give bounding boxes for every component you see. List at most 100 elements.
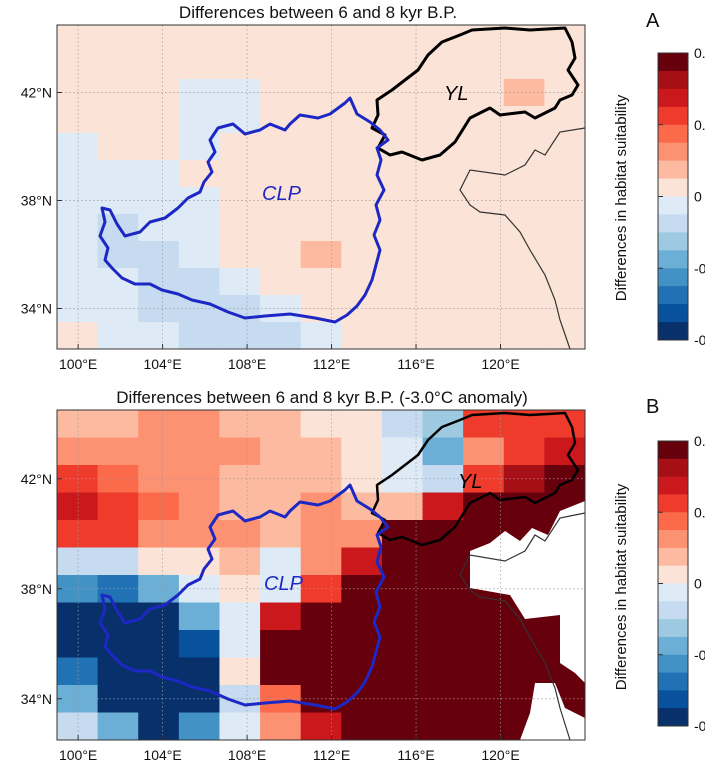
panel-a-cell [219,214,261,242]
panel-a-cell [503,133,545,161]
panel-b-cell [97,492,139,521]
panel-a-cell [300,322,342,349]
panel-a-cell [57,133,99,161]
panel-a-colorbar-swatch [658,214,688,233]
panel-a-colorbar-swatch [658,88,688,108]
panel-b-x-tick-label: 104°E [143,747,181,763]
panel-b-cell [57,657,99,686]
panel-a-cell [57,160,99,188]
panel-b-white-gaps [470,501,585,740]
panel-b-cell [178,492,221,521]
panel-b-cell [422,712,464,740]
panel-a-cell [178,106,221,134]
panel-a-cell [503,52,545,80]
panel-b-cell [138,547,180,576]
panel-b-cell [219,437,261,466]
panel-a-cell [300,241,342,269]
panel-b-cell [422,410,464,439]
panel-b-cell [260,437,302,466]
panel-a-clp-boundary [98,96,390,324]
panel-a-colorbar-swatch [658,142,688,162]
panel-b-cell [178,630,221,659]
panel-a-cell [544,160,585,188]
panel-a-x-tick-label: 112°E [313,356,350,372]
panel-b-x-tick-label: 116°E [397,747,434,763]
panel-b-cell [219,520,261,549]
panel-a-cell [178,160,221,188]
panel-a-cell [138,52,180,80]
panel-b-title: Differences between 6 and 8 kyr B.P. (-3… [116,388,528,407]
panel-b-cell [219,602,261,631]
panel-b-cell [300,657,342,686]
panel-b-colorbar-swatch [658,441,688,460]
panel-b-x-tick-label: 112°E [313,747,350,763]
panel-b-colorbar-swatch [658,601,688,620]
panel-b-cell [57,602,99,631]
panel-b-cell [503,657,545,686]
panel-b-cell [97,437,139,466]
panel-b-cell [422,630,464,659]
panel-a-cell [463,322,505,349]
panel-a-cell [300,52,342,80]
panel-b-grid [57,410,585,740]
panel-b-chart: Differences between 6 and 8 kyr B.P. (-3… [21,388,705,763]
panel-b-x-ticks: 100°E 104°E 108°E 112°E 116°E 120°E [59,735,520,763]
panel-a-cell [260,160,302,188]
panel-a-cell [463,133,505,161]
panel-b-colorbar-tick-label: -0.2 [694,718,705,734]
panel-b-cell [300,630,342,659]
panel-a: Differences between 6 and 8 kyr B.P. CLP… [0,0,705,382]
panel-a-cell [503,160,545,188]
panel-a-cell [422,25,464,53]
panel-b-cell [381,410,424,439]
panel-b-cell [57,712,99,740]
panel-a-cell [341,25,383,53]
panel-a-colorbar-ticks: 0.2 0.1 0 -0.1 -0.2 [658,45,705,348]
panel-a-cell [178,52,221,80]
panel-b-cell [260,657,302,686]
panel-b-cell [300,712,342,740]
panel-a-grid [57,25,585,349]
panel-a-colorbar-swatch [658,106,688,126]
panel-b-cell [463,630,505,659]
panel-a-cell [97,241,139,269]
panel-b-yl-label: YL [458,471,482,493]
panel-a-x-tick-label: 116°E [397,356,434,372]
panel-b-cell [381,547,424,576]
panel-b-cell [381,437,424,466]
panel-b-cell [422,547,464,576]
panel-a-cell [138,241,180,269]
panel-a-cell [219,322,261,349]
panel-b-colorbar-label: Differences in habitat suitability [613,483,630,690]
panel-a-cell [463,52,505,80]
panel-b-y-tick-label: 42°N [21,471,52,487]
panel-b-colorbar-tick-label: 0.1 [694,504,705,520]
panel-a-cell [300,268,342,296]
panel-b-cell [341,437,383,466]
panel-a-cell [381,214,424,242]
panel-b-cell [57,492,99,521]
panel-a-cell [178,214,221,242]
panel-b-cell [341,410,383,439]
panel-b-colorbar-swatch [658,494,688,513]
panel-b-cell [300,547,342,576]
panel-a-cell [260,268,302,296]
panel-a-cell [178,241,221,269]
panel-b-cell [341,520,383,549]
panel-a-cell [97,160,139,188]
panel-b-cell [138,492,180,521]
panel-a-cell [544,79,585,107]
panel-b-colorbar-tick-label: 0.2 [694,433,705,449]
panel-b-coastline [459,512,586,741]
panel-b-cell [341,712,383,740]
panel-a-colorbar-tick-label: 0 [694,189,702,205]
panel-b-colorbar-swatch [658,654,688,673]
panel-a-yl-boundary [370,26,580,162]
panel-b-cell [138,410,180,439]
panel-b-colorbar [657,440,689,727]
panel-b-cell [422,437,464,466]
panel-a-cell [219,241,261,269]
panel-b-cell [463,602,505,631]
panel-b-cell [219,630,261,659]
panel-a-cell [544,295,585,323]
